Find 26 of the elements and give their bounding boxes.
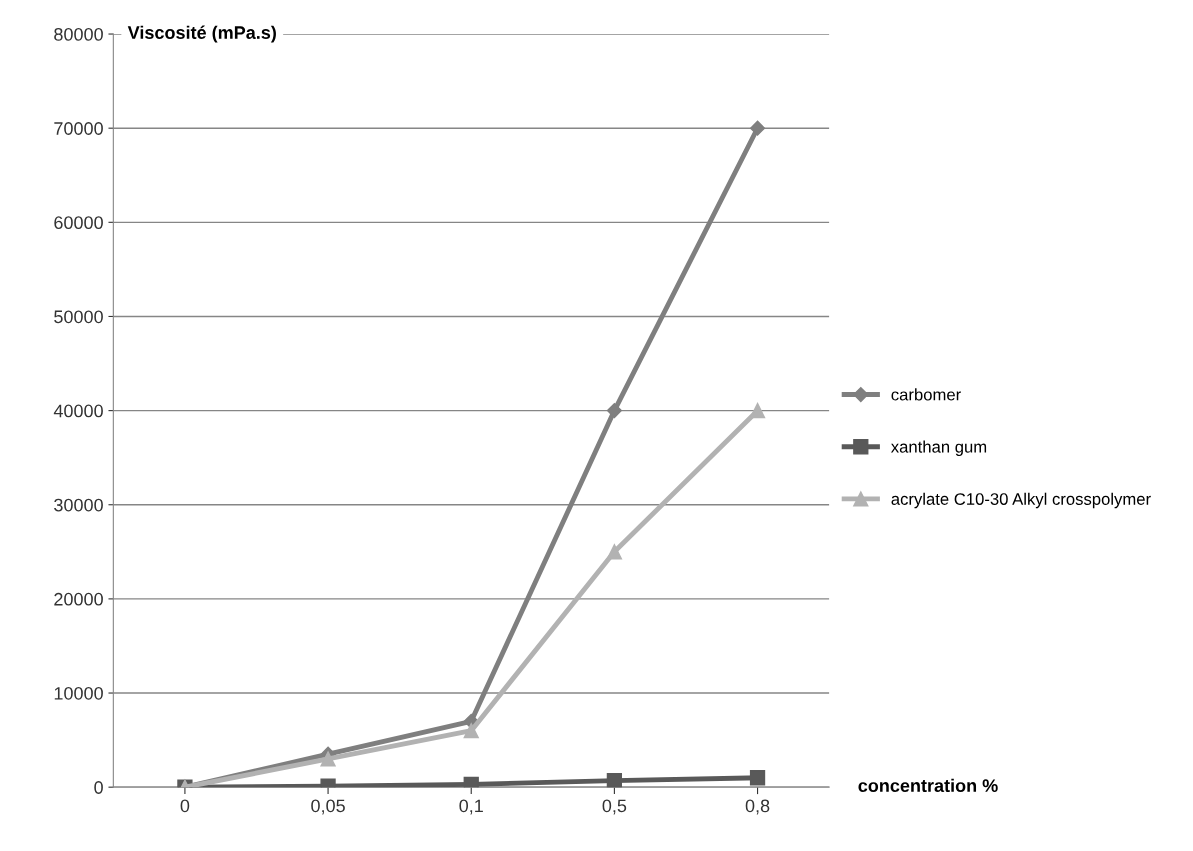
y-tick-label: 80000: [54, 27, 103, 41]
y-tick-label: 60000: [54, 216, 103, 230]
point: [749, 120, 766, 136]
x-axis-title: concentration %: [858, 778, 998, 793]
point: [463, 723, 479, 739]
y-tick-label: 20000: [54, 592, 103, 606]
x-tick-label: 0,5: [602, 799, 627, 815]
x-tick-label: 0: [180, 799, 190, 813]
y-axis-title: Viscosité (mPa.s): [127, 25, 276, 43]
point: [749, 770, 766, 786]
legend-label: acrylate C10-30 Alkyl crosspolymer: [891, 492, 1151, 509]
y-tick-label: 70000: [54, 122, 103, 135]
y-tick-label: 50000: [54, 310, 103, 324]
legend-label: xanthan gum: [890, 440, 987, 457]
y-tick-label: 30000: [54, 498, 103, 512]
point: [606, 772, 623, 788]
x-tick-label: 0,05: [311, 799, 345, 815]
y-tick-label: 10000: [54, 686, 103, 700]
point: [606, 544, 623, 560]
point: [320, 751, 336, 767]
legend-label: carbomer: [891, 388, 961, 401]
x-tick-label: 0,1: [459, 799, 483, 815]
x-tick-label: 0,8: [745, 799, 770, 815]
y-tick-label: 40000: [53, 404, 103, 418]
point: [606, 403, 622, 419]
y-tick-label: 0: [94, 781, 103, 794]
